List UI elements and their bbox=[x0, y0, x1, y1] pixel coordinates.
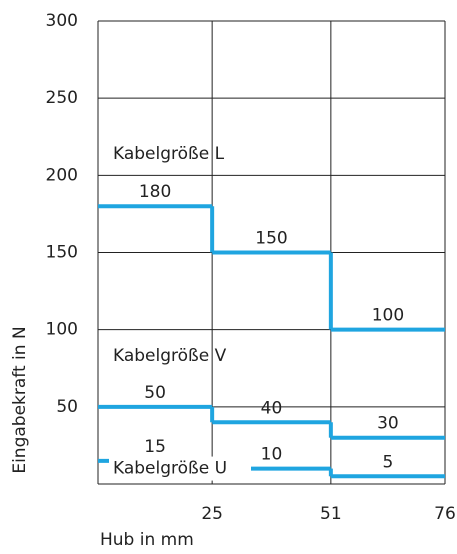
series-label: Kabelgröße U bbox=[113, 459, 227, 479]
x-tick-label: 25 bbox=[201, 504, 223, 524]
y-tick-label: 200 bbox=[46, 165, 78, 185]
data-label: 10 bbox=[261, 445, 283, 465]
data-label: 180 bbox=[139, 182, 171, 202]
label-background bbox=[109, 456, 251, 481]
data-label: 150 bbox=[255, 229, 287, 249]
data-label: 15 bbox=[144, 437, 166, 457]
data-label: 40 bbox=[261, 398, 283, 418]
y-tick-label: 50 bbox=[56, 397, 78, 417]
data-label: 30 bbox=[377, 414, 399, 434]
y-tick-label: 150 bbox=[46, 243, 78, 263]
y-tick-label: 300 bbox=[46, 11, 78, 31]
y-axis-label: Eingabekraft in N bbox=[10, 326, 30, 473]
y-tick-label: 250 bbox=[46, 88, 78, 108]
data-label: 5 bbox=[383, 452, 394, 472]
data-label: 100 bbox=[372, 306, 404, 326]
series-label: Kabelgröße L bbox=[113, 144, 225, 164]
series-label: Kabelgröße V bbox=[113, 346, 227, 366]
x-axis-label: Hub in mm bbox=[100, 530, 194, 550]
y-tick-label: 100 bbox=[46, 320, 78, 340]
data-label: 50 bbox=[144, 383, 166, 403]
x-tick-label: 76 bbox=[434, 504, 456, 524]
x-tick-label: 51 bbox=[320, 504, 342, 524]
